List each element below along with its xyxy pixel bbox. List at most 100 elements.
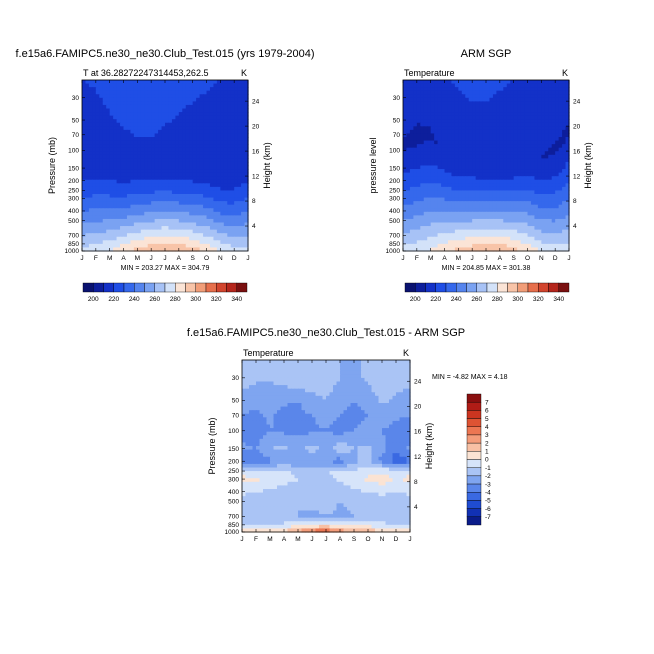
heatmap-cell [499,194,504,199]
heatmap-cell [120,119,125,124]
heatmap-cell [548,194,553,199]
heatmap-cell [102,215,107,220]
heatmap-cell [447,108,453,113]
heatmap-cell [506,194,511,199]
heatmap-cell [237,112,242,117]
heatmap-cell [534,211,539,216]
heatmap-cell [427,126,432,131]
heatmap-cell [95,137,100,142]
heatmap-cell [192,215,197,220]
heatmap-cell [151,243,156,249]
heatmap-cell [234,126,239,131]
heatmap-cell [147,218,152,224]
heatmap-cell [544,97,549,102]
heatmap-cell [192,154,197,159]
heatmap-cell [461,104,466,110]
heatmap-cell [185,122,190,127]
heatmap-cell [216,90,221,95]
heatmap-cell [489,208,494,213]
heatmap-cell [354,360,359,365]
heatmap-cell [85,101,90,106]
heatmap-cell [130,119,135,124]
heatmap-cell [137,90,142,95]
heatmap-cell [168,97,173,102]
heatmap-cell [465,151,470,156]
heatmap-cell [137,183,142,188]
heatmap-cell [182,222,187,227]
heatmap-cell [548,190,553,195]
heatmap-cell [227,133,232,138]
heatmap-cell [199,112,204,117]
x-tick-label: M [135,255,140,262]
heatmap-cell [209,154,215,159]
heatmap-cell [234,240,239,245]
heatmap-cell [413,161,418,167]
heatmap-cell [451,119,456,124]
heatmap-cell [565,101,570,106]
heatmap-cell [420,194,425,199]
heatmap-cell [154,204,159,209]
heatmap-cell [530,87,536,92]
heatmap-cell [472,226,477,231]
heatmap-cell [506,165,511,170]
heatmap-cell [558,197,563,202]
heatmap-cell [562,197,567,202]
heatmap-cell [189,112,194,117]
heatmap-cell [537,229,542,234]
heatmap-cell [541,204,546,209]
heatmap-cell [137,154,142,159]
heatmap-cell [213,218,218,224]
heatmap-cell [499,161,504,167]
heatmap-cell [530,104,536,110]
heatmap-cell [242,360,247,365]
heatmap-cell [92,144,97,149]
heatmap-cell [230,236,235,241]
heatmap-cell [503,190,508,195]
heatmap-cell [123,179,128,184]
heatmap-cell [458,90,463,95]
heatmap-cell [220,208,225,213]
heatmap-cell [434,112,439,117]
heatmap-cell [178,90,183,95]
heatmap-cell [555,169,560,174]
heatmap-cell [427,90,432,95]
heatmap-cell [137,161,142,167]
heatmap-cell [524,165,529,170]
heatmap-cell [99,169,104,174]
heatmap-cell [116,122,121,127]
heatmap-cell [503,140,508,145]
heatmap-cell [465,165,470,170]
heatmap-cell [88,226,93,231]
heatmap-cell [541,144,546,149]
heatmap-cell [123,186,128,192]
y-tick-label: 70 [393,132,401,139]
y-tick-label: 700 [389,233,400,240]
heatmap-cell [168,169,173,174]
heatmap-cell [106,229,111,234]
heatmap-cell [189,179,194,184]
heatmap-cell [441,97,446,102]
heatmap-cell [85,226,90,231]
heatmap-cell [178,240,183,245]
heatmap-cell [524,140,529,145]
heatmap-cell [416,194,421,199]
heatmap-cell [492,129,497,135]
heatmap-cell [562,226,567,231]
heatmap-cell [475,186,480,192]
heatmap-cell [465,94,470,99]
heatmap-cell [541,161,546,167]
heatmap-cell [252,370,257,375]
heatmap-cell [95,201,100,206]
heatmap-cell [406,194,411,199]
heatmap-cell [171,247,176,252]
heatmap-cell [294,360,299,365]
heatmap-cell [472,97,477,102]
heatmap-cell [496,94,501,99]
heatmap-cell [137,129,142,135]
heatmap-cell [465,186,470,192]
heatmap-cell [85,243,90,249]
heatmap-cell [185,172,190,177]
heatmap-cell [465,83,470,88]
heatmap-cell [468,194,473,199]
heatmap-cell [230,165,235,170]
